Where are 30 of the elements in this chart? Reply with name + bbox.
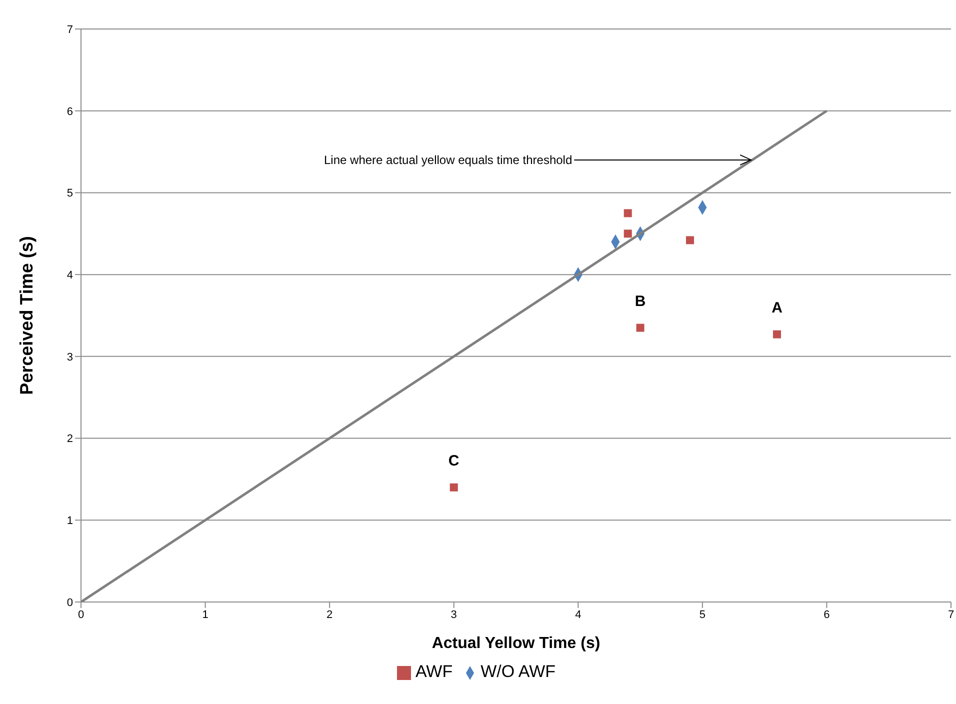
x-tick-label: 3	[450, 608, 457, 621]
legend-label: W/O AWF	[480, 662, 556, 681]
point	[450, 483, 458, 492]
x-tick-label: 5	[699, 608, 706, 621]
y-tick-label: 7	[66, 24, 73, 36]
y-tick-label: 5	[66, 188, 73, 200]
point	[636, 324, 644, 332]
y-axis-title: Perceived Time (s)	[16, 236, 36, 395]
point	[773, 330, 781, 338]
x-tick-label: 4	[575, 608, 582, 621]
y-tick-label: 1	[66, 515, 73, 528]
legend-label: AWF	[415, 662, 453, 681]
annotation: B	[634, 292, 646, 310]
annotation: Line where actual yellow equals time threshold	[324, 152, 572, 167]
y-tick-label: 6	[66, 106, 73, 118]
point	[624, 230, 632, 238]
x-tick-label: 6	[824, 608, 830, 621]
x-tick-label: 2	[326, 608, 333, 621]
point	[624, 209, 632, 218]
x-tick-label: 0	[78, 608, 84, 621]
x-axis-title: Actual Yellow Time (s)	[432, 635, 600, 652]
y-tick-label: 2	[66, 433, 73, 446]
y-tick-label: 0	[66, 596, 73, 609]
x-tick-label: 1	[202, 608, 208, 621]
x-tick-label: 7	[948, 608, 954, 621]
y-tick-label: 4	[66, 269, 73, 282]
annotation: A	[772, 299, 783, 316]
annotation: C	[448, 452, 460, 470]
point	[686, 236, 694, 244]
y-tick-label: 3	[66, 351, 73, 364]
